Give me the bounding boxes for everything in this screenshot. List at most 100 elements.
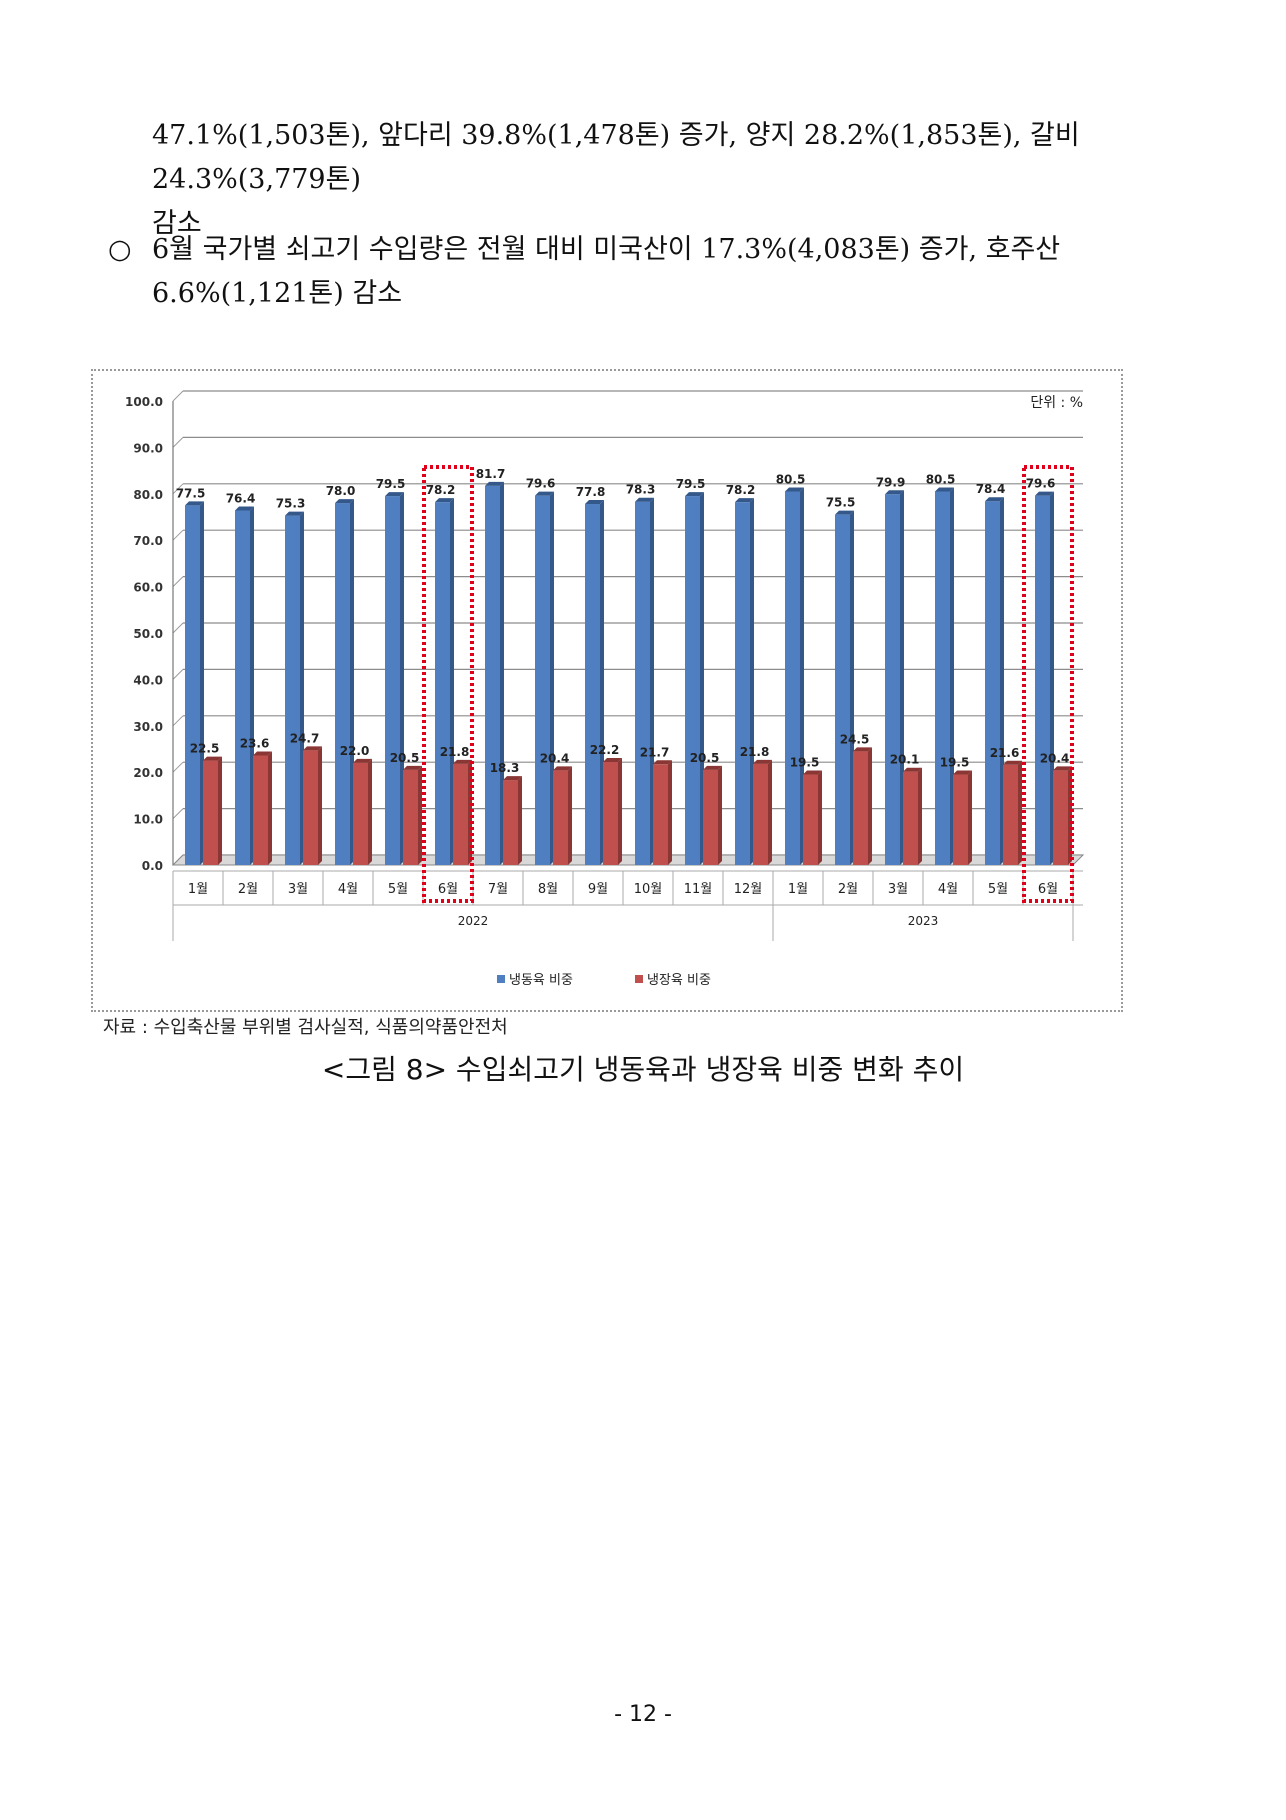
gridline-depth bbox=[172, 390, 184, 402]
figure-caption: <그림 8> 수입쇠고기 냉동육과 냉장육 비중 변화 추이 bbox=[321, 1053, 965, 1086]
data-label: 24.7 bbox=[290, 731, 320, 745]
bar-top bbox=[1053, 766, 1072, 771]
bar bbox=[985, 501, 1000, 865]
bar-top bbox=[585, 500, 604, 505]
data-label: 20.4 bbox=[1040, 751, 1070, 765]
bar-side bbox=[968, 770, 972, 865]
bar bbox=[585, 504, 600, 865]
bar bbox=[953, 774, 968, 865]
data-label: 77.5 bbox=[176, 486, 206, 500]
bar-top bbox=[1003, 760, 1022, 765]
data-label: 77.8 bbox=[576, 485, 606, 499]
x-tick-label: 6월 bbox=[1038, 882, 1058, 897]
data-label: 22.2 bbox=[590, 743, 620, 757]
bar bbox=[235, 510, 250, 865]
y-tick-label: 10.0 bbox=[133, 813, 163, 827]
bar-top bbox=[953, 770, 972, 775]
gridline-depth bbox=[172, 437, 184, 448]
bar bbox=[303, 750, 318, 865]
bar-side bbox=[368, 758, 372, 865]
bar bbox=[935, 491, 950, 865]
bar-side bbox=[268, 751, 272, 865]
bar bbox=[735, 502, 750, 865]
x-tick-label: 6월 bbox=[438, 882, 458, 897]
gridline-depth bbox=[172, 669, 184, 680]
group-label: 2023 bbox=[908, 914, 939, 928]
y-tick-label: 80.0 bbox=[133, 488, 163, 502]
y-tick-label: 40.0 bbox=[133, 673, 163, 687]
data-label: 79.5 bbox=[376, 477, 406, 491]
bar bbox=[535, 495, 550, 865]
y-tick-label: 30.0 bbox=[133, 720, 163, 734]
bar-top bbox=[403, 765, 422, 770]
paragraph-line: 감소 bbox=[152, 208, 202, 239]
data-label: 22.5 bbox=[190, 742, 220, 756]
data-label: 81.7 bbox=[476, 467, 506, 481]
y-tick-label: 50.0 bbox=[133, 627, 163, 641]
bar-side bbox=[768, 759, 772, 865]
x-tick-label: 12월 bbox=[734, 882, 763, 897]
data-label: 20.4 bbox=[540, 751, 570, 765]
x-tick-label: 1월 bbox=[788, 882, 808, 897]
data-label: 79.9 bbox=[876, 475, 906, 489]
bar-top bbox=[285, 511, 304, 516]
x-tick-label: 10월 bbox=[634, 882, 663, 897]
data-label: 21.8 bbox=[740, 745, 770, 759]
bar-side bbox=[618, 757, 622, 865]
bar bbox=[435, 502, 450, 865]
bar-side bbox=[668, 760, 672, 865]
bar bbox=[785, 491, 800, 865]
bar bbox=[453, 763, 468, 865]
gridline-depth bbox=[172, 576, 184, 587]
y-tick-label: 90.0 bbox=[133, 441, 163, 455]
gridline-depth bbox=[172, 529, 184, 541]
bar-side bbox=[818, 770, 822, 865]
bar bbox=[335, 503, 350, 865]
data-label: 20.1 bbox=[890, 753, 920, 767]
bar-chart: 100.0 90.0 80.0 70.0 60.0 50.0 40.0 30.0 20.0 10.… bbox=[125, 390, 1085, 988]
bar bbox=[503, 780, 518, 865]
paragraph-line: 47.1%(1,503톤), 앞다리 39.8%(1,478톤) 증가, 양지 … bbox=[152, 120, 1080, 195]
source-note: 자료 : 수입축산물 부위별 검사실적, 식품의약품안전처 bbox=[103, 1017, 508, 1038]
data-label: 20.5 bbox=[690, 751, 720, 765]
data-label: 79.6 bbox=[1026, 477, 1056, 491]
bar-top bbox=[535, 491, 554, 496]
gridline-depth bbox=[172, 761, 184, 773]
data-label: 78.2 bbox=[726, 483, 756, 497]
legend-label-frozen: 냉동육 비중 bbox=[509, 973, 573, 988]
bar bbox=[835, 514, 850, 865]
bar-top bbox=[385, 492, 404, 497]
x-tick-label: 3월 bbox=[888, 882, 908, 897]
circle-bullet-icon: ○ bbox=[108, 234, 132, 265]
data-label: 78.3 bbox=[626, 483, 656, 497]
bar bbox=[685, 496, 700, 865]
data-label: 78.4 bbox=[976, 482, 1006, 496]
bar-top bbox=[335, 499, 354, 504]
bar bbox=[1003, 764, 1018, 865]
unit-label: 단위 : % bbox=[1030, 395, 1083, 411]
x-tick-label: 1월 bbox=[188, 882, 208, 897]
x-tick-label: 11월 bbox=[684, 882, 713, 897]
highlight-box bbox=[422, 465, 474, 903]
x-tick-label: 8월 bbox=[538, 882, 558, 897]
bar bbox=[703, 769, 718, 865]
bar-side bbox=[950, 487, 954, 865]
data-label: 80.5 bbox=[926, 472, 956, 486]
bar bbox=[603, 761, 618, 865]
page-number: - 12 - bbox=[614, 1702, 672, 1727]
y-tick-label: 70.0 bbox=[133, 534, 163, 548]
data-label: 79.5 bbox=[676, 477, 706, 491]
bar bbox=[403, 769, 418, 865]
bar bbox=[1053, 770, 1068, 865]
data-label: 19.5 bbox=[940, 756, 970, 770]
bar bbox=[853, 751, 868, 865]
data-label: 21.6 bbox=[990, 746, 1020, 760]
bar-top bbox=[1035, 491, 1054, 496]
bar-top bbox=[485, 481, 504, 486]
y-tick-label: 60.0 bbox=[133, 581, 163, 595]
bar-top bbox=[503, 776, 522, 781]
bar-top bbox=[203, 756, 222, 761]
bar-side bbox=[218, 756, 222, 865]
bar-side bbox=[868, 747, 872, 865]
paragraph-beef-cuts: 47.1%(1,503톤), 앞다리 39.8%(1,478톤) 증가, 양지 … bbox=[152, 114, 1142, 246]
